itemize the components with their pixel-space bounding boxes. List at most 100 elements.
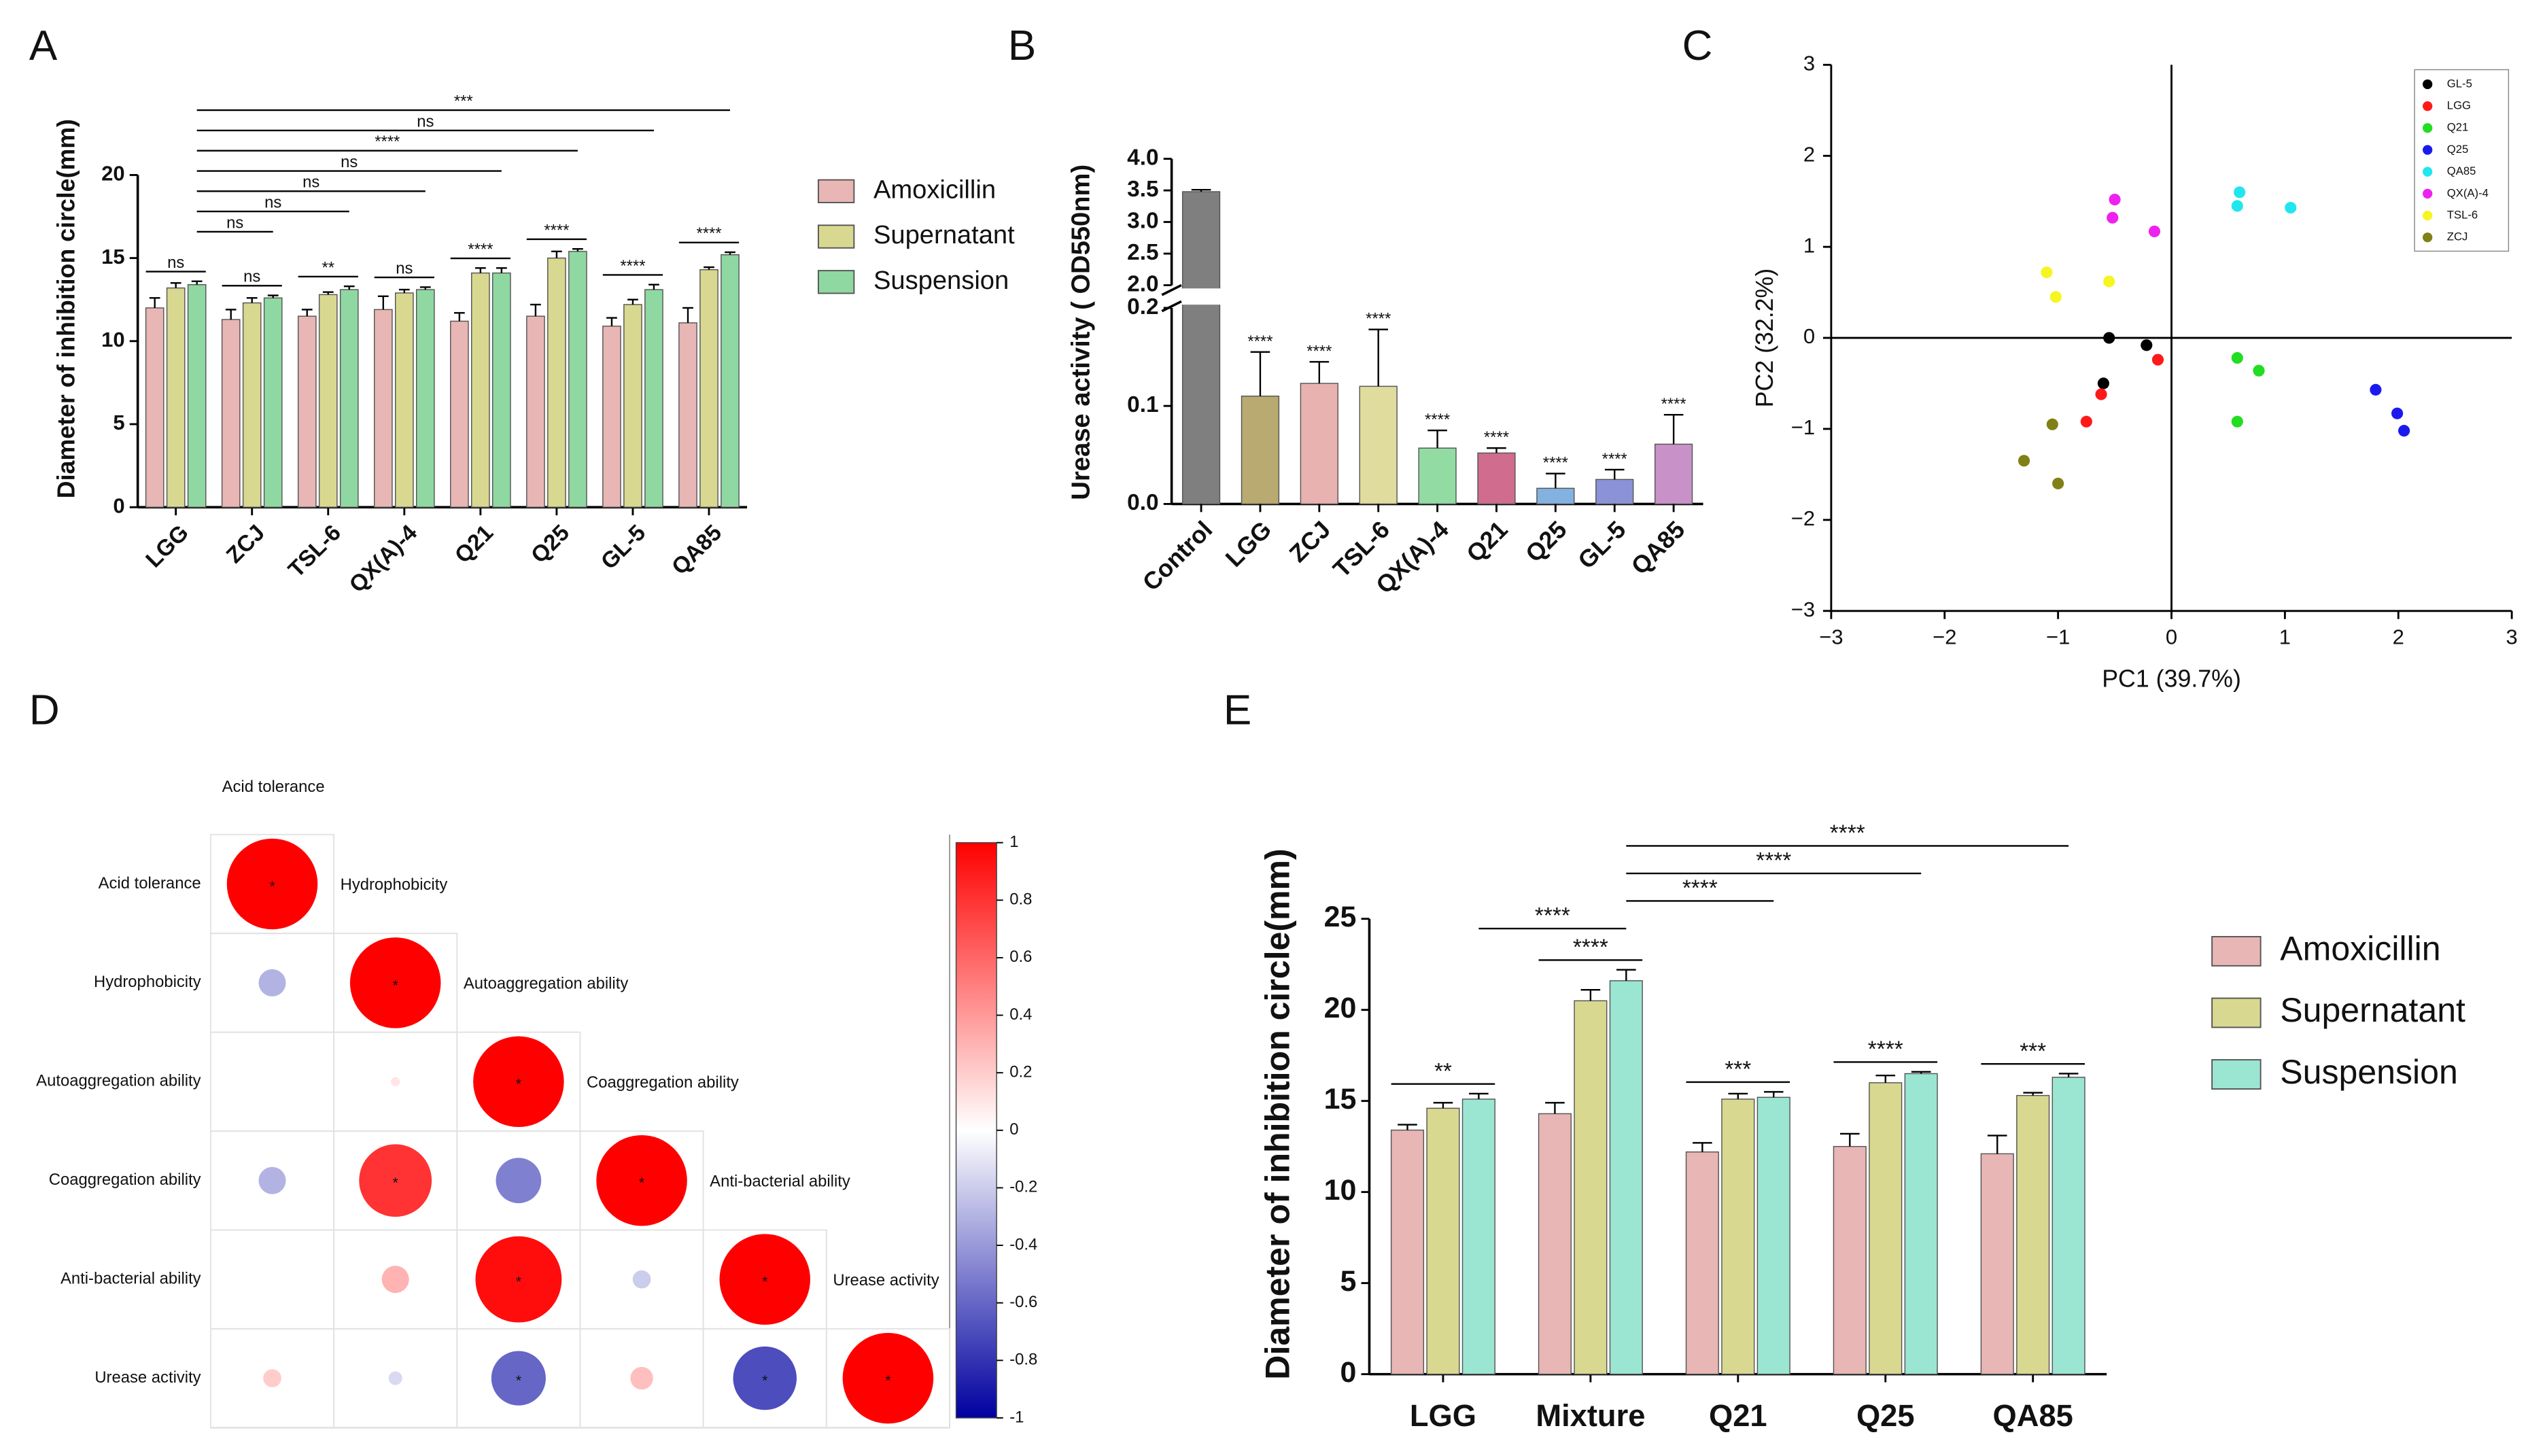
y-tick-label: −1	[1791, 415, 1815, 439]
bar	[602, 326, 621, 508]
bar	[187, 284, 207, 508]
x-tick-label: GL-5	[1573, 516, 1631, 574]
bar	[415, 289, 435, 508]
y-tick-label: 3.5	[1127, 177, 1158, 202]
legend-label: Q25	[2447, 143, 2469, 156]
significance-label: ****	[620, 257, 645, 275]
significance-label: ****	[1247, 332, 1272, 351]
y-tick-label: 4.0	[1127, 145, 1158, 170]
correlation-circle	[842, 1332, 934, 1424]
x-tick-label: −2	[1933, 625, 1956, 648]
significance-star: *	[269, 878, 275, 895]
point	[2141, 339, 2153, 351]
legend-label: Supernatant	[873, 220, 1015, 249]
significance-label: ****	[468, 240, 493, 258]
bar	[1833, 1145, 1867, 1375]
point	[2148, 225, 2161, 237]
significance-label: ns	[167, 254, 184, 272]
column-label: Acid tolerance	[222, 778, 325, 796]
comparison-label: ****	[1830, 821, 1865, 846]
legend-marker	[2423, 79, 2433, 90]
correlation-circle	[630, 1366, 653, 1390]
point	[2103, 332, 2115, 344]
significance-label: **	[1434, 1059, 1452, 1084]
comparison-label: ****	[1756, 848, 1791, 873]
legend-label: QX(A)-4	[2447, 186, 2489, 199]
bar	[1538, 1113, 1572, 1375]
y-tick-label: 0.0	[1127, 490, 1158, 515]
bar	[526, 315, 545, 508]
x-tick-label: QX(A)-4	[345, 520, 422, 597]
legend-marker	[2423, 232, 2433, 243]
legend-label: Supernatant	[2280, 991, 2465, 1029]
legend-label: Q21	[2447, 121, 2469, 134]
significance-label: ***	[2020, 1039, 2046, 1064]
column-label: Anti-bacterial ability	[710, 1172, 850, 1190]
bar	[678, 322, 697, 508]
correlation-circle	[632, 1270, 651, 1289]
x-tick-label: 2	[2393, 625, 2404, 648]
colorbar-tick-label: 0.4	[1009, 1005, 1032, 1024]
point	[2253, 364, 2265, 377]
point	[2018, 455, 2030, 467]
panel-letter: D	[29, 687, 60, 733]
legend-marker	[2423, 101, 2433, 111]
significance-label: ****	[1543, 454, 1568, 472]
legend-label: Amoxicillin	[873, 175, 996, 204]
row-label: Coaggregation ability	[49, 1171, 201, 1189]
bar	[1359, 385, 1398, 505]
significance-star: *	[516, 1372, 521, 1389]
y-tick-label: 10	[101, 328, 124, 351]
correlation-circle	[349, 937, 441, 1028]
y-tick-label: 0.1	[1127, 392, 1158, 417]
significance-star: *	[393, 1175, 398, 1191]
y-tick-label: 5	[1340, 1265, 1357, 1298]
bar	[1654, 443, 1693, 505]
x-tick-label: Control	[1137, 516, 1217, 596]
significance-label: **	[322, 258, 334, 277]
bar	[242, 302, 262, 508]
correlation-circle	[271, 1080, 273, 1083]
x-tick-label: QA85	[1626, 516, 1690, 580]
correlation-circle	[733, 1346, 797, 1410]
legend-marker	[2423, 167, 2433, 177]
row-label: Hydrophobicity	[94, 973, 201, 991]
y-tick-label: 0	[113, 493, 124, 517]
x-tick-label: 0	[2166, 625, 2177, 648]
comparison-label: ****	[375, 133, 400, 151]
point	[2107, 211, 2119, 224]
y-axis-label: Urease activity ( OD550nm)	[1067, 164, 1096, 500]
bar	[2051, 1077, 2085, 1375]
column-label: Autoaggregation ability	[464, 975, 629, 993]
significance-label: ****	[1484, 428, 1509, 447]
bar	[644, 289, 663, 508]
significance-label: ****	[1425, 411, 1450, 429]
legend-marker	[2423, 123, 2433, 133]
x-tick-label: −3	[1819, 625, 1843, 648]
legend-label: ZCJ	[2447, 230, 2468, 243]
correlation-circle	[391, 1077, 400, 1086]
x-tick-label: LGG	[1220, 516, 1277, 572]
y-tick-label: 2.0	[1127, 271, 1158, 296]
point	[2370, 383, 2382, 396]
correlation-circle	[359, 1144, 432, 1217]
legend-label: Suspension	[2280, 1053, 2458, 1091]
x-tick-label: 1	[2279, 625, 2291, 648]
colorbar-tick-label: -0.2	[1009, 1178, 1037, 1196]
significance-label: ****	[544, 221, 569, 239]
x-tick-label: TSL-6	[283, 520, 346, 583]
bar	[623, 304, 642, 508]
significance-label: ****	[1573, 935, 1608, 960]
bar	[1241, 396, 1280, 505]
y-tick-label: 2	[1803, 142, 1815, 166]
legend-swatch	[817, 224, 855, 249]
x-tick-label: LGG	[1410, 1398, 1476, 1433]
bar	[1300, 383, 1338, 505]
legend-box	[2414, 69, 2510, 252]
y-tick-label: 20	[1324, 992, 1357, 1024]
bar	[1418, 447, 1457, 505]
bar	[1574, 1000, 1608, 1375]
correlation-circle	[388, 1371, 402, 1385]
x-tick-label: ZCJ	[222, 520, 270, 568]
y-tick-label: 0	[1803, 324, 1815, 348]
